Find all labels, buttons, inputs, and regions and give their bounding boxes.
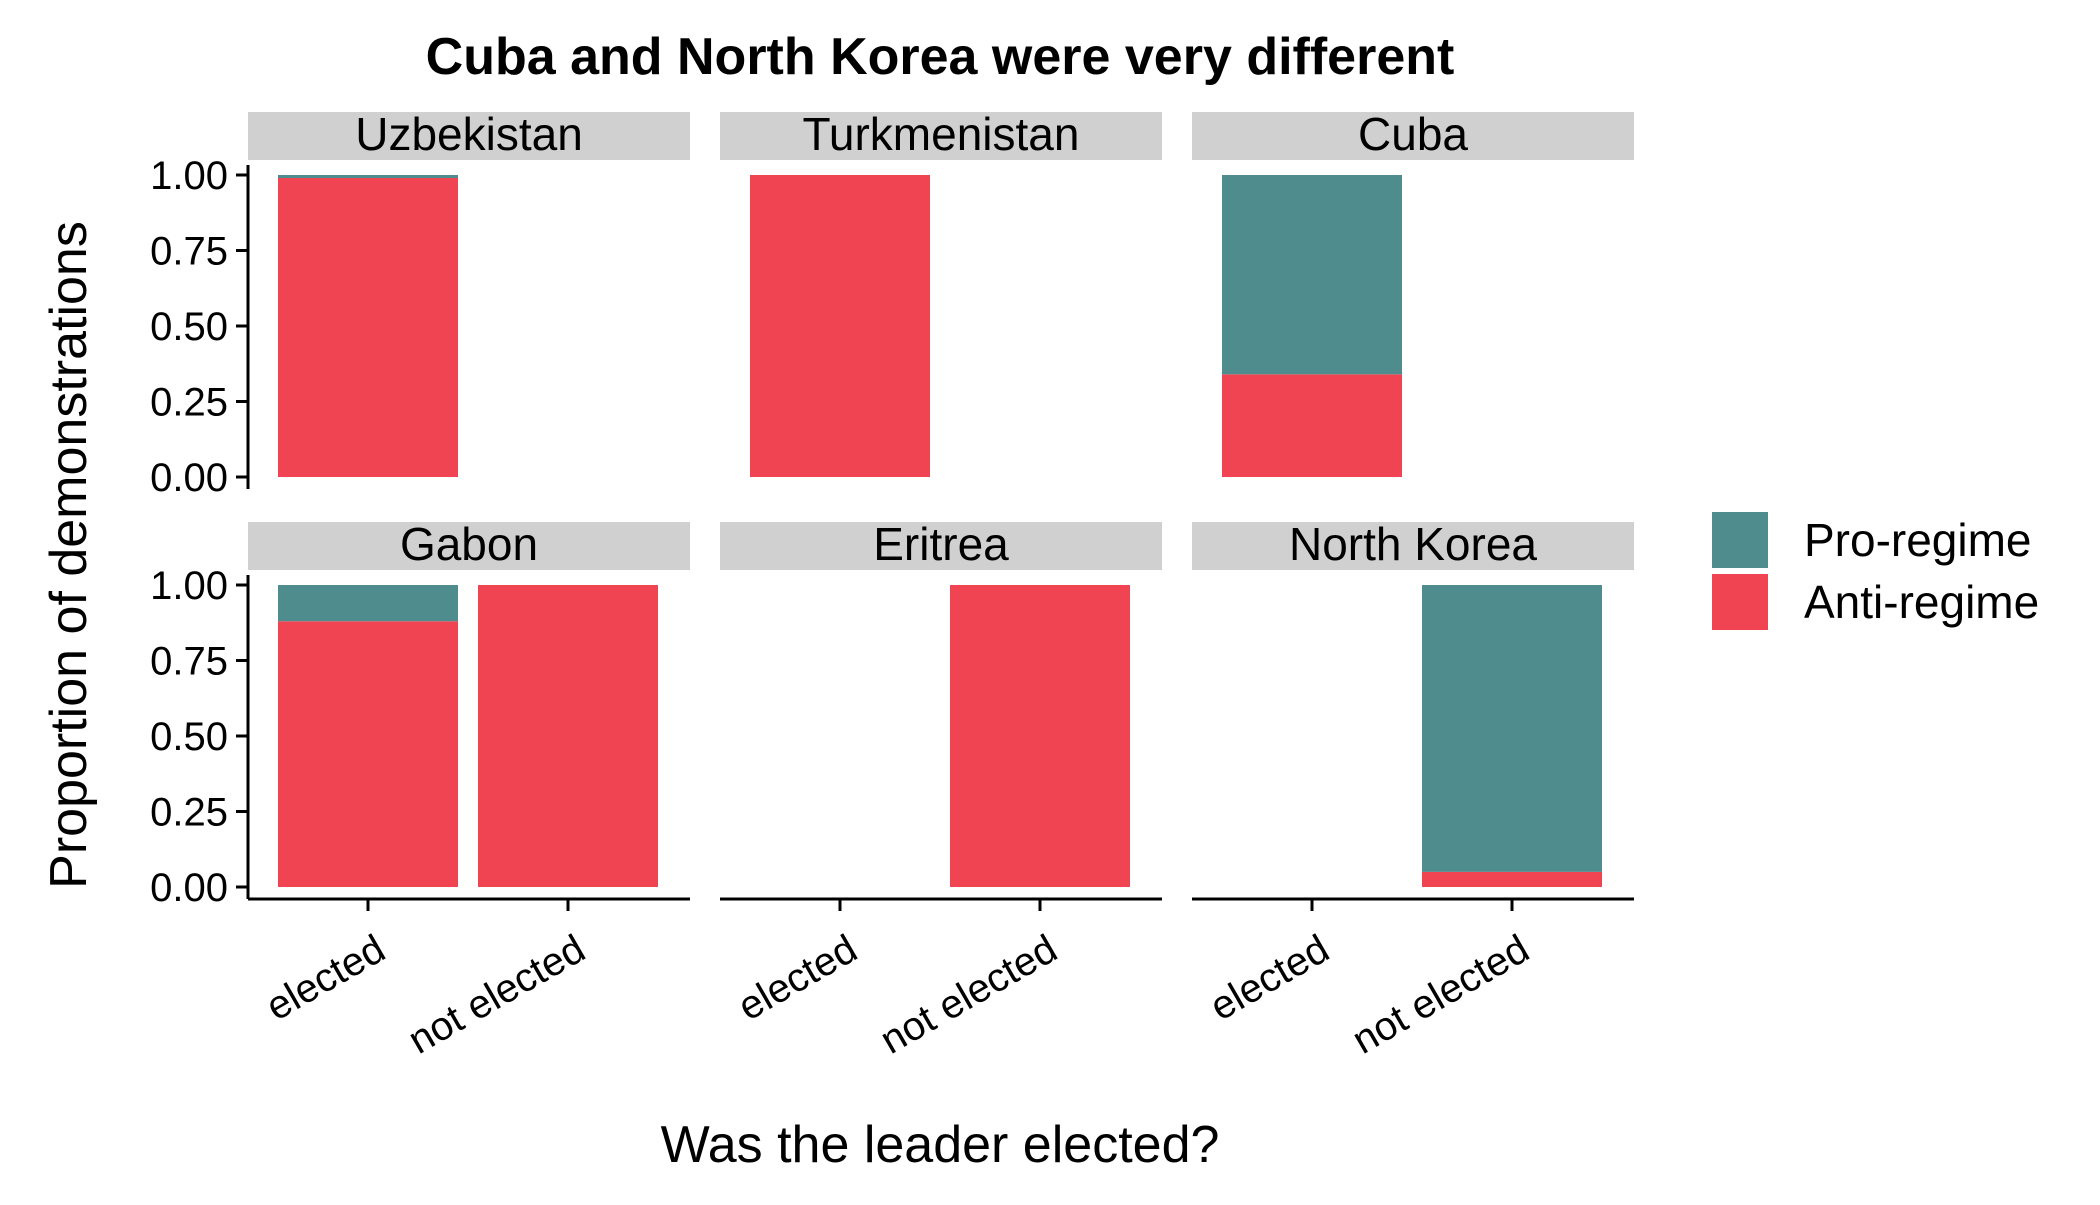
facet-strip-label: Gabon [400, 518, 538, 570]
y-tick-label: 0.75 [150, 230, 228, 274]
chart-title: Cuba and North Korea were very different [426, 28, 1455, 86]
legend-item-anti-regime: Anti-regime [1712, 574, 2039, 630]
facet-strip-uzbekistan [248, 112, 690, 160]
bar-anti-regime-elected [278, 178, 458, 477]
facet-panels: Uzbekistan 0.00 0.25 0.50 0.75 1.00 Turkmenist… [150, 108, 1634, 1063]
x-tick-label-elected: elected [731, 927, 865, 1030]
facet-panel-cuba: Cuba [1192, 108, 1634, 477]
facet-strip-north-korea [1192, 522, 1634, 570]
facet-panel-eritrea: Eritrea elected not elected [720, 518, 1162, 1063]
y-tick-label: 0.25 [150, 381, 228, 425]
y-tick-label: 1.00 [150, 154, 228, 198]
y-tick-label: 0.50 [150, 715, 228, 759]
facet-strip-label: Cuba [1358, 108, 1468, 160]
y-tick-label: 0.25 [150, 791, 228, 835]
bar-pro-regime-elected [1222, 175, 1402, 375]
bar-anti-regime-elected [1222, 374, 1402, 477]
facet-strip-label: Eritrea [873, 518, 1009, 570]
bar-anti-regime-elected [278, 621, 458, 887]
y-tick-label: 1.00 [150, 564, 228, 608]
x-tick-label-not-elected: not elected [1345, 927, 1536, 1063]
legend-item-pro-regime: Pro-regime [1712, 512, 2032, 568]
bar-anti-regime-elected [750, 175, 930, 477]
facet-strip-cuba [1192, 112, 1634, 160]
x-tick-label-not-elected: not elected [401, 927, 592, 1063]
legend-label: Anti-regime [1804, 576, 2039, 628]
x-tick-label-not-elected: not elected [873, 927, 1064, 1063]
bar-anti-regime-not-elected [478, 585, 658, 887]
bar-anti-regime-not-elected [950, 585, 1130, 887]
facet-panel-turkmenistan: Turkmenistan [720, 108, 1162, 477]
y-tick-label: 0.00 [150, 866, 228, 910]
facet-strip-label: Turkmenistan [803, 108, 1080, 160]
y-tick-label: 0.75 [150, 640, 228, 684]
legend-swatch [1712, 512, 1768, 568]
facet-panel-gabon: Gabon 0.00 0.25 0.50 0.75 1.00 elected not elec… [150, 518, 690, 1063]
legend-label: Pro-regime [1804, 514, 2032, 566]
x-tick-label-elected: elected [1203, 927, 1337, 1030]
y-tick-label: 0.00 [150, 456, 228, 500]
legend: Pro-regime Anti-regime [1712, 512, 2039, 630]
y-axis-title: Proportion of demonstrations [40, 221, 98, 889]
facet-strip-label: Uzbekistan [355, 108, 583, 160]
legend-swatch [1712, 574, 1768, 630]
bar-pro-regime-not-elected [1422, 585, 1602, 872]
bar-anti-regime-not-elected [1422, 871, 1602, 887]
facet-strip-eritrea [720, 522, 1162, 570]
bar-pro-regime-elected [278, 175, 458, 179]
bar-pro-regime-elected [278, 585, 458, 622]
facet-panel-uzbekistan: Uzbekistan 0.00 0.25 0.50 0.75 1.00 [150, 108, 690, 500]
x-axis-title: Was the leader elected? [661, 1116, 1220, 1174]
facet-strip-gabon [248, 522, 690, 570]
facet-strip-label: North Korea [1289, 518, 1537, 570]
x-tick-label-elected: elected [259, 927, 393, 1030]
facet-strip-turkmenistan [720, 112, 1162, 160]
y-tick-label: 0.50 [150, 305, 228, 349]
facet-panel-north-korea: North Korea elected not elected [1192, 518, 1634, 1063]
